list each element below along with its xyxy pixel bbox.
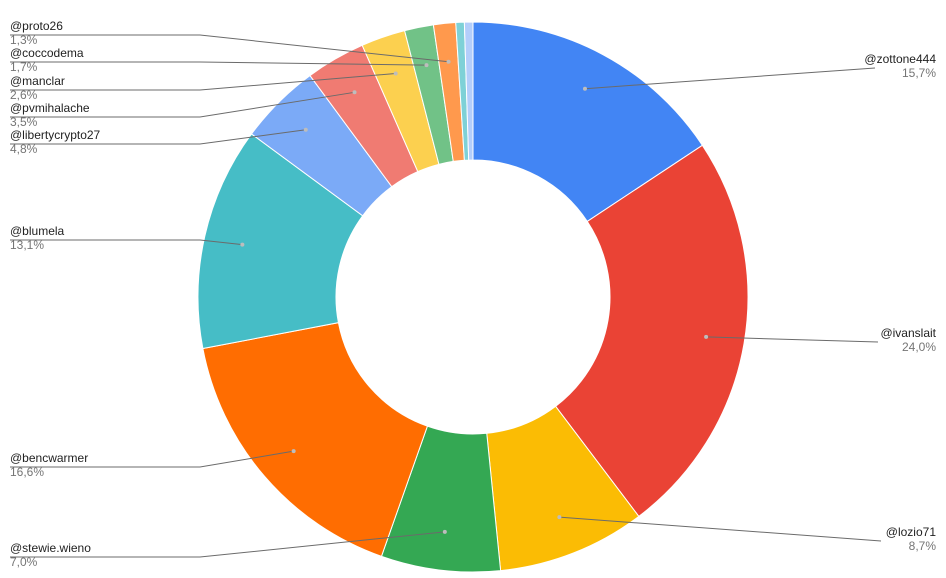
slice-percent-label: 1,7% (10, 60, 38, 74)
leader-dot (240, 242, 245, 247)
leader-dot (303, 127, 308, 132)
leader-line (10, 61, 427, 66)
slice-percent-label: 16,6% (10, 465, 44, 479)
leader-dot (704, 334, 709, 339)
leader-dot (393, 71, 398, 76)
leader-line (10, 239, 243, 246)
leader-dot (557, 515, 562, 520)
slice-name-label: @stewie.wieno (10, 541, 91, 555)
slice-name-label: @coccodema (10, 46, 84, 60)
leader-dot (582, 86, 587, 91)
slice-percent-label: 15,7% (902, 66, 936, 80)
slice-name-label: @proto26 (10, 19, 63, 33)
slice-percent-label: 7,0% (10, 555, 38, 569)
slice-percent-label: 1,3% (10, 33, 38, 47)
leader-dot (291, 449, 296, 454)
slice-percent-label: 8,7% (909, 539, 937, 553)
leader-line (10, 531, 445, 558)
slice-name-label: @bencwarmer (10, 451, 88, 465)
leader-line (10, 450, 294, 468)
slice-percent-label: 4,8% (10, 142, 38, 156)
slice-name-label: @libertycrypto27 (10, 128, 101, 142)
pie-slice (472, 21, 704, 223)
leader-dot (446, 59, 451, 64)
slice-name-label: @pvmihalache (10, 101, 90, 115)
slice-name-label: @blumela (10, 224, 65, 238)
slice-percent-label: 2,6% (10, 88, 38, 102)
pie-slice (202, 322, 429, 557)
slice-name-label: @zottone444 (864, 52, 936, 66)
leader-line (10, 34, 449, 63)
slice-name-label: @ivanslait (880, 326, 936, 340)
leader-line (10, 72, 396, 91)
slice-name-label: @manclar (10, 74, 65, 88)
leader-line (559, 516, 882, 542)
leader-line (584, 67, 876, 90)
slice-percent-label: 3,5% (10, 115, 38, 129)
leader-line (706, 336, 879, 343)
slice-percent-label: 13,1% (10, 238, 44, 252)
slice-name-label: @lozio71 (886, 525, 937, 539)
pie-slice (197, 133, 364, 350)
pie-slice (554, 144, 749, 518)
leader-line (10, 129, 306, 145)
leader-dot (424, 63, 429, 68)
pie-slice (463, 21, 474, 161)
leader-dot (442, 529, 447, 534)
leader-dot (352, 90, 357, 95)
leader-line (10, 91, 355, 118)
slice-percent-label: 24,0% (902, 340, 936, 354)
